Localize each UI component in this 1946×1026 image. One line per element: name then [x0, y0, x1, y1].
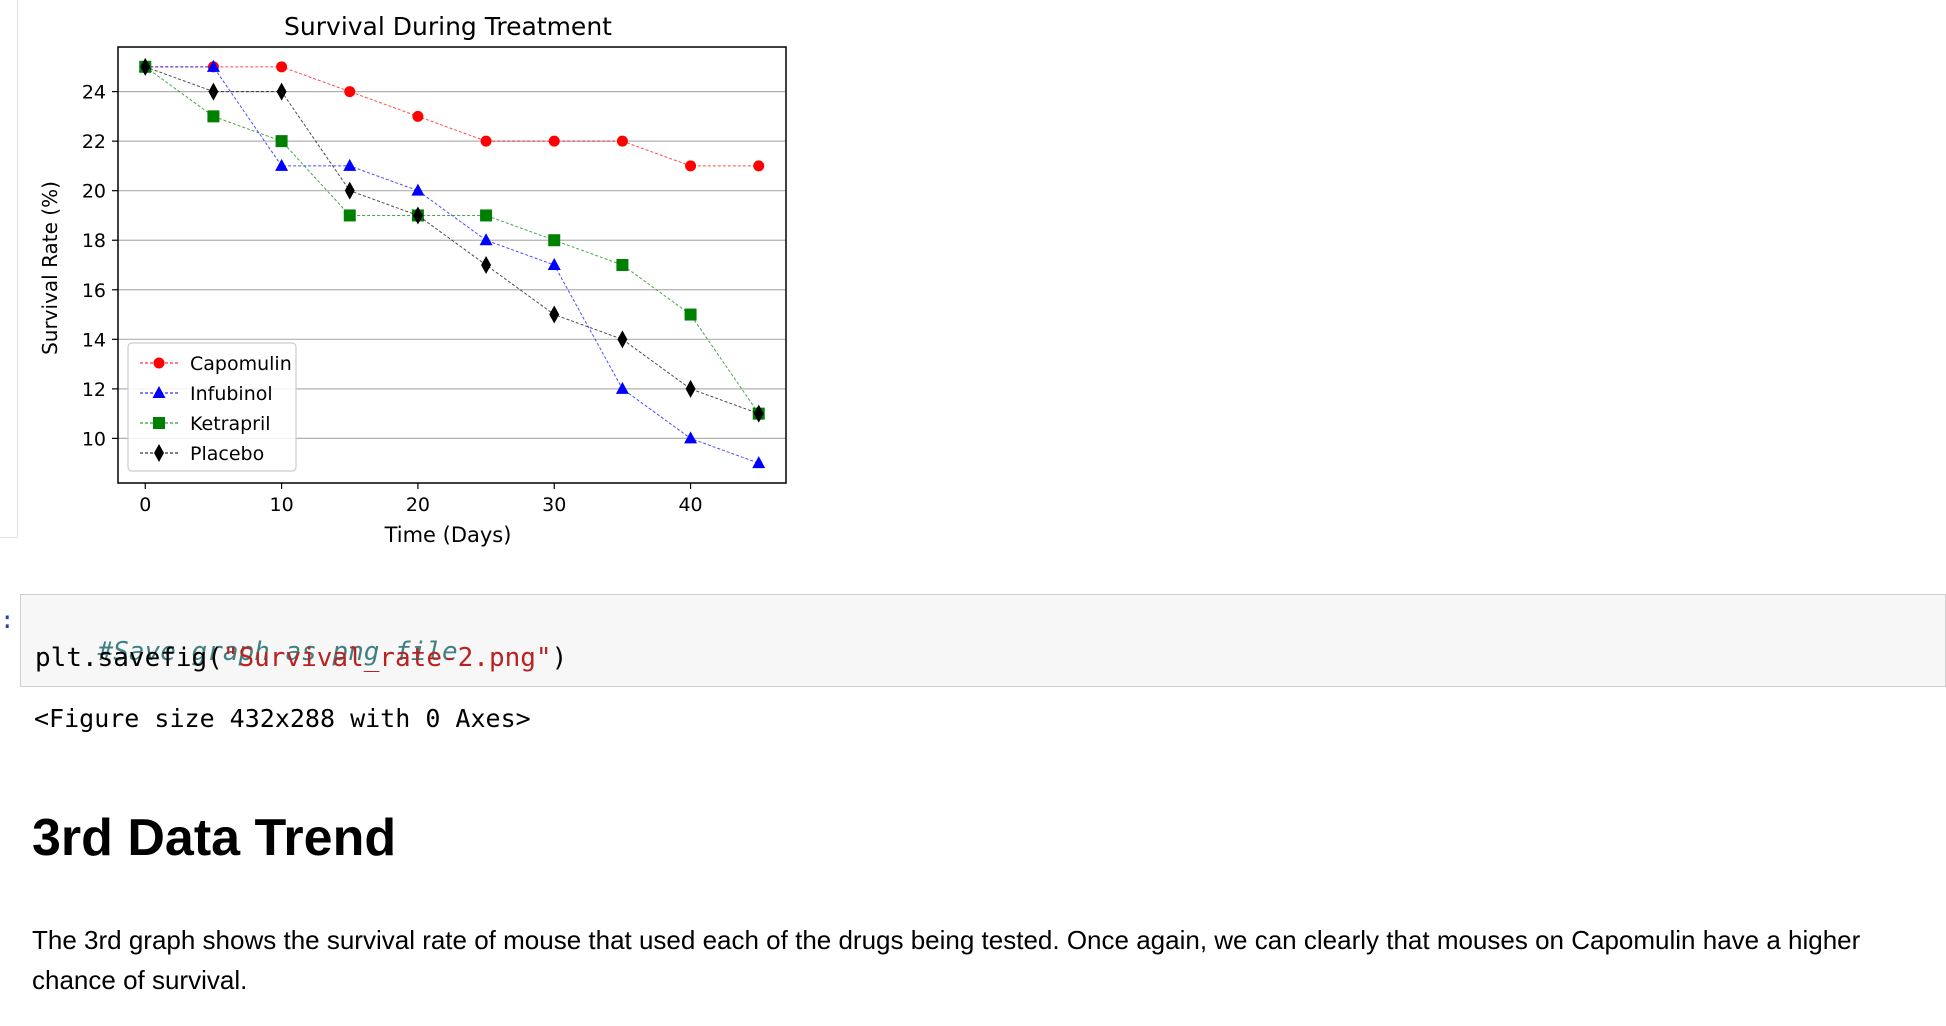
y-tick-label: 24 — [82, 82, 106, 104]
legend-label: Capomulin — [190, 353, 292, 375]
code-cell[interactable]: #Save graph as png file plt.savefig("Sur… — [20, 594, 1946, 687]
legend-label: Infubinol — [190, 383, 273, 405]
legend: Capomulin Infubinol Ketrapril Placebo — [127, 342, 297, 472]
y-axis-label: Survival Rate (%) — [38, 181, 62, 355]
data-point — [548, 234, 561, 247]
series-line — [145, 66, 759, 464]
code-close: ) — [551, 643, 568, 673]
x-axis-label: Time (Days) — [384, 523, 512, 547]
legend-marker — [153, 357, 165, 369]
data-point — [684, 308, 697, 321]
data-point — [208, 82, 219, 101]
series-capomulin — [139, 61, 765, 172]
code-line-2: plt.savefig("Survival_rate-2.png") — [35, 643, 567, 673]
series-placebo — [140, 57, 764, 423]
chart-title: Survival During Treatment — [284, 12, 612, 41]
chart-svg: Survival During Treatment 10 12 14 16 18 20 22… — [38, 12, 787, 547]
data-point — [412, 206, 423, 225]
legend-item-ketrapril: Ketrapril — [140, 413, 271, 435]
series-line — [144, 66, 760, 414]
data-point — [547, 258, 561, 270]
legend-label: Ketrapril — [190, 413, 271, 435]
y-tick-label: 18 — [82, 230, 106, 252]
legend-marker — [154, 444, 164, 462]
x-tick-label: 0 — [139, 494, 151, 516]
legend-item-capomulin: Capomulin — [140, 353, 292, 375]
y-tick-label: 14 — [82, 329, 106, 351]
x-tick-label: 20 — [406, 494, 430, 516]
data-point — [344, 86, 356, 98]
data-point — [684, 431, 698, 444]
data-point — [753, 160, 765, 172]
x-tick-label: 40 — [678, 494, 702, 516]
data-point — [206, 59, 220, 72]
y-tick-label: 20 — [82, 181, 106, 203]
output-area-frame — [0, 0, 18, 538]
data-point — [481, 256, 492, 274]
code-string: "Survival_rate-2.png" — [222, 643, 552, 673]
data-point — [480, 135, 492, 147]
legend-item-placebo: Placebo — [140, 443, 264, 465]
y-tick-label: 12 — [82, 379, 106, 401]
data-point — [685, 160, 697, 172]
plot-frame — [117, 46, 787, 484]
data-point — [685, 379, 696, 398]
data-point — [275, 158, 289, 171]
data-point — [412, 110, 424, 122]
survival-chart: Survival During Treatment 10 12 14 16 18 20 22… — [30, 0, 800, 560]
data-point — [753, 404, 764, 423]
legend-marker — [153, 417, 165, 429]
data-point — [616, 259, 629, 271]
data-point — [617, 330, 628, 349]
data-point — [549, 305, 560, 324]
data-point — [616, 135, 628, 147]
axis-ticks: 10 12 14 16 18 20 22 24 0 10 20 30 40 — [82, 82, 703, 516]
data-point — [548, 135, 560, 147]
legend-box — [127, 342, 297, 472]
data-point — [207, 110, 220, 123]
data-point — [343, 209, 356, 222]
series-line — [145, 66, 759, 167]
y-tick-label: 10 — [82, 428, 106, 450]
cell-output: <Figure size 432x288 with 0 Axes> — [34, 704, 531, 733]
data-point — [140, 57, 151, 76]
y-tick-label: 16 — [82, 280, 106, 302]
data-point — [343, 158, 357, 171]
x-tick-label: 30 — [542, 494, 566, 516]
code-call: plt.savefig( — [35, 643, 223, 673]
data-point — [344, 181, 355, 200]
data-point — [752, 456, 766, 469]
y-tick-label: 22 — [82, 131, 106, 153]
data-point — [479, 233, 493, 246]
data-point — [615, 381, 629, 394]
data-point — [276, 82, 287, 101]
data-point — [276, 61, 288, 73]
series-line — [145, 66, 759, 415]
data-point — [411, 183, 425, 196]
legend-label: Placebo — [190, 443, 264, 465]
series-layer — [138, 57, 766, 469]
cell-prompt: : — [0, 606, 15, 634]
legend-marker — [152, 386, 166, 398]
x-tick-label: 10 — [269, 494, 293, 516]
section-heading: 3rd Data Trend — [32, 809, 397, 867]
code-line-1: #Save graph as png file — [35, 607, 458, 697]
code-comment: #Save graph as png file — [97, 637, 458, 667]
data-point — [275, 135, 288, 148]
data-point — [480, 209, 493, 222]
section-paragraph: The 3rd graph shows the survival rate of… — [32, 925, 1861, 995]
legend-item-infubinol: Infubinol — [140, 383, 273, 405]
